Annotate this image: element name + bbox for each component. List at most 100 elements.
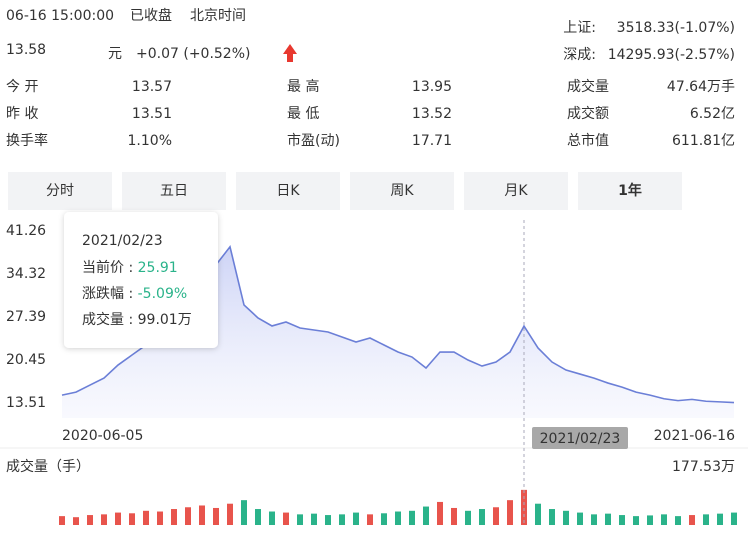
volume-bar <box>325 515 331 525</box>
volume-bar <box>661 514 667 525</box>
stat-value: 17.71 <box>412 133 452 149</box>
tooltip-label: 当前价 : <box>82 259 138 276</box>
volume-bar <box>367 514 373 525</box>
volume-bar <box>143 510 149 525</box>
volume-bar <box>493 507 499 525</box>
volume-bar <box>479 509 485 525</box>
volume-bar <box>563 510 569 525</box>
index-value: 3518.33(-1.07%) <box>617 20 735 36</box>
stat-label: 市盈(动) <box>287 132 340 149</box>
volume-bar <box>647 515 653 525</box>
status: 已收盘 <box>130 7 172 24</box>
volume-title: 成交量（手） <box>6 458 90 475</box>
tab[interactable] <box>350 172 454 210</box>
tab-label: 分时 <box>46 183 74 199</box>
volume-bar <box>689 515 695 525</box>
volume-bar <box>157 511 163 525</box>
tab-label: 月K <box>504 183 528 199</box>
volume-bar <box>731 512 737 525</box>
volume-bar <box>353 512 359 525</box>
volume-bar <box>269 511 275 525</box>
crosshair-date-bg <box>532 427 628 449</box>
x-tick-label: 2021-06-16 <box>654 428 735 444</box>
stat-label: 换手率 <box>6 132 48 149</box>
volume-bar <box>199 505 205 525</box>
x-tick-label: 2020-06-05 <box>62 428 143 444</box>
tooltip-value: 25.91 <box>138 260 178 276</box>
volume-bar <box>535 503 541 525</box>
volume-bar <box>675 516 681 525</box>
y-tick-label: 41.26 <box>6 223 46 239</box>
crosshair-date: 2021/02/23 <box>540 431 621 447</box>
price: 13.58 <box>6 42 46 58</box>
volume-bar <box>241 500 247 525</box>
price-area <box>62 246 734 418</box>
stat-value: 47.64万手 <box>667 79 735 95</box>
tab[interactable] <box>122 172 226 210</box>
volume-bar <box>213 507 219 525</box>
volume-bar <box>619 515 625 525</box>
volume-bar <box>101 514 107 525</box>
index-name: 深成: <box>563 47 596 63</box>
volume-bar <box>129 513 135 525</box>
tooltip-row: 当前价 : 25.91 <box>82 259 178 276</box>
stat-value: 6.52亿 <box>690 106 735 122</box>
volume-bar <box>59 516 65 525</box>
y-tick-label: 20.45 <box>6 352 46 368</box>
volume-bar <box>297 514 303 525</box>
volume-bar <box>395 511 401 525</box>
volume-bar <box>73 517 79 525</box>
tooltip-value: -5.09% <box>138 286 188 302</box>
time: 06-16 15:00:00 <box>6 8 114 24</box>
volume-bar <box>633 516 639 525</box>
tab[interactable] <box>8 172 112 210</box>
stat-value: 13.51 <box>132 106 172 122</box>
tab-label: 五日 <box>160 183 188 199</box>
volume-bar <box>423 506 429 525</box>
price-change: +0.07 (+0.52%) <box>136 46 250 62</box>
tooltip-label: 涨跌幅 : <box>82 286 138 302</box>
stat-label: 成交额 <box>567 105 609 122</box>
volume-bar <box>409 510 415 525</box>
volume-bar <box>465 510 471 525</box>
volume-bar <box>381 513 387 525</box>
y-tick-label: 34.32 <box>6 266 46 282</box>
volume-bar <box>549 509 555 525</box>
tooltip-value: 99.01万 <box>138 312 192 328</box>
tab-label: 1年 <box>618 182 642 199</box>
stat-value: 13.95 <box>412 79 452 95</box>
volume-bar <box>115 512 121 525</box>
volume-bar <box>521 489 527 525</box>
volume-bar <box>227 503 233 525</box>
stat-value: 1.10% <box>128 133 172 149</box>
volume-bar <box>577 512 583 525</box>
tab[interactable] <box>578 172 682 210</box>
stat-label: 昨 收 <box>6 106 38 122</box>
volume-bar <box>171 509 177 525</box>
volume-bar <box>591 514 597 525</box>
tooltip-label: 成交量 : <box>82 311 138 328</box>
stat-label: 最 低 <box>287 106 319 122</box>
tooltip-row: 涨跌幅 : -5.09% <box>82 286 187 302</box>
tooltip-date: 2021/02/23 <box>82 233 163 249</box>
stat-value: 611.81亿 <box>672 133 735 149</box>
stat-value: 13.52 <box>412 106 452 122</box>
volume-max-label: 177.53万 <box>672 459 735 475</box>
volume-bar <box>311 513 317 525</box>
volume-bar <box>283 512 289 525</box>
price-unit: 元 <box>108 46 122 62</box>
stat-value: 13.57 <box>132 79 172 95</box>
tooltip-box <box>64 212 218 348</box>
y-tick-label: 27.39 <box>6 309 46 325</box>
volume-bar <box>507 500 513 525</box>
volume-bar <box>87 515 93 525</box>
volume-bar <box>605 513 611 525</box>
tab-label: 日K <box>276 183 300 199</box>
tab[interactable] <box>464 172 568 210</box>
volume-bar <box>339 514 345 525</box>
stat-label: 成交量 <box>567 78 609 95</box>
tab[interactable] <box>236 172 340 210</box>
stat-label: 今 开 <box>6 79 38 95</box>
